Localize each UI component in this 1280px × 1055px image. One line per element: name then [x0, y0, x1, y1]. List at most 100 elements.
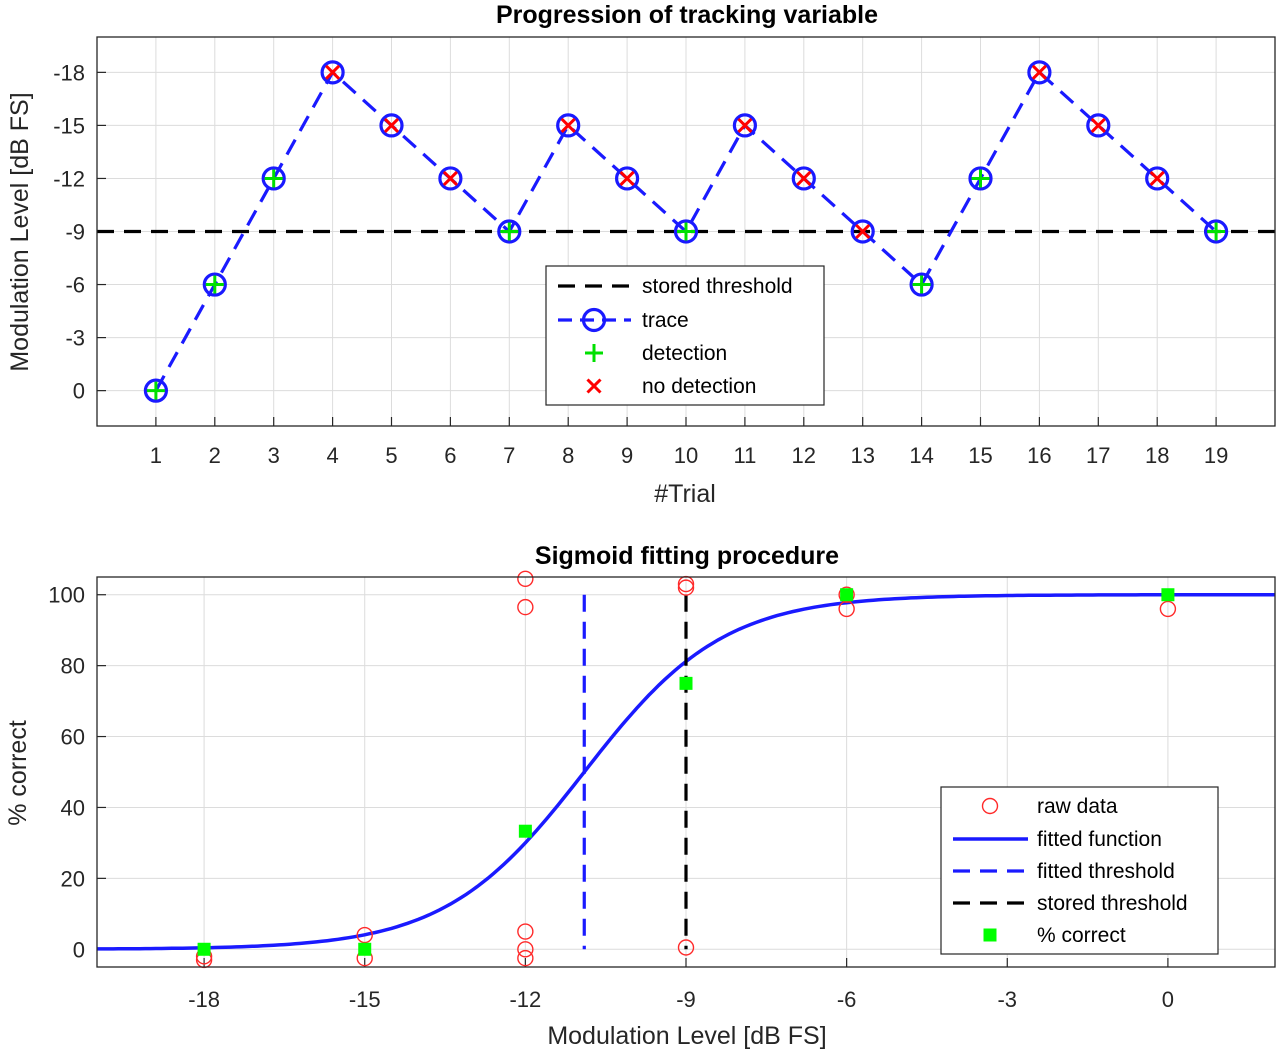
x-tick-label: 6	[444, 443, 456, 468]
trace-marker	[1145, 166, 1170, 191]
trace-marker	[909, 272, 934, 297]
y-tick-label: -9	[65, 220, 85, 245]
y-tick-label: -15	[53, 113, 85, 138]
trace-marker	[791, 166, 816, 191]
no-detection-marker	[383, 117, 400, 133]
x-tick-label: -15	[349, 987, 381, 1012]
sigmoid-plot-area	[97, 570, 1275, 969]
tracking-plot-area	[97, 60, 1275, 403]
y-tick-label: -18	[53, 60, 85, 85]
trace-marker	[143, 378, 168, 403]
raw-data-point	[517, 570, 534, 587]
trace-marker	[968, 166, 993, 191]
trace-marker	[320, 60, 345, 85]
no-detection-marker	[1149, 170, 1165, 187]
legend-raw-data-swatch	[981, 797, 999, 815]
tracking-axes-box	[96, 36, 1276, 427]
x-tick-label: 11	[733, 443, 756, 468]
no-detection-marker	[737, 117, 753, 133]
x-tick-label: 1	[150, 443, 162, 468]
tracking-y-axis-label: Modulation Level [dB FS]	[6, 92, 34, 371]
x-tick-label: 5	[385, 443, 397, 468]
no-detection-marker	[619, 170, 635, 187]
no-detection-marker	[325, 64, 341, 80]
no-detection-marker	[560, 117, 576, 133]
percent-correct-point	[197, 942, 211, 956]
legend-label: raw data	[1037, 795, 1118, 818]
trace-marker	[850, 219, 875, 244]
x-tick-label: 0	[1162, 987, 1174, 1012]
no-detection-marker	[855, 223, 871, 240]
detection-marker	[146, 381, 165, 400]
trace-marker	[614, 166, 640, 191]
trace-marker	[1027, 60, 1052, 85]
sigmoid-chart: Sigmoid fitting procedure Modulation Lev…	[4, 542, 1276, 1050]
no-detection-marker	[1031, 64, 1047, 80]
x-tick-label: 15	[968, 443, 992, 468]
sigmoid-y-axis-label: % correct	[4, 720, 32, 826]
detection-marker	[205, 275, 224, 294]
y-tick-label: 60	[61, 725, 85, 750]
tracking-legend: stored threshold trace detection no detecti…	[545, 265, 825, 406]
x-tick-label: 17	[1086, 443, 1110, 468]
trace-marker	[1203, 219, 1229, 244]
y-tick-label: 100	[48, 583, 85, 608]
raw-data-point	[838, 600, 855, 618]
trace-marker	[261, 166, 286, 191]
y-tick-label: 0	[73, 937, 85, 962]
y-tick-label: -3	[65, 326, 85, 351]
raw-data-point	[677, 939, 695, 956]
percent-correct-point	[1161, 588, 1175, 602]
percent-correct-point	[518, 824, 532, 838]
detection-marker	[1207, 222, 1226, 241]
percent-correct-point	[679, 676, 693, 690]
trace-marker	[202, 272, 227, 297]
legend-trace-marker	[581, 307, 607, 333]
no-detection-marker	[796, 170, 812, 187]
legend-percent-correct-swatch	[983, 928, 997, 942]
raw-data-point	[517, 949, 534, 967]
x-tick-label: 10	[674, 443, 698, 468]
x-tick-label: 18	[1145, 443, 1169, 468]
trace-marker	[379, 113, 404, 138]
x-tick-label: -12	[509, 987, 541, 1012]
x-tick-label: 7	[503, 443, 515, 468]
legend-label: % correct	[1037, 924, 1126, 947]
raw-data-point	[356, 926, 373, 944]
no-detection-marker	[1090, 117, 1106, 133]
sigmoid-x-axis-label: Modulation Level [dB FS]	[547, 1022, 826, 1050]
tracking-x-axis-label: #Trial	[654, 480, 716, 508]
legend-label: trace	[642, 309, 689, 332]
trace-marker	[1086, 113, 1111, 138]
x-tick-label: 8	[562, 443, 574, 468]
legend-label: stored threshold	[1037, 892, 1188, 915]
y-tick-label: 80	[61, 654, 85, 679]
raw-data-point	[677, 579, 695, 596]
sigmoid-tick-labels: -18 -15 -12 -9 -6 -3 0 0 20 40 60 80 100	[48, 583, 1174, 1012]
tracking-chart-title: Progression of tracking variable	[496, 1, 878, 29]
x-tick-label: 3	[268, 443, 280, 468]
legend-no-detection-swatch	[586, 378, 602, 394]
legend-label: detection	[642, 342, 727, 365]
sigmoid-axes-box	[96, 576, 1276, 968]
legend-label: fitted function	[1037, 828, 1162, 851]
trace-marker	[556, 113, 581, 138]
x-tick-label: 16	[1027, 443, 1051, 468]
x-tick-label: 14	[909, 443, 933, 468]
x-tick-label: -6	[837, 987, 857, 1012]
y-tick-label: -12	[53, 166, 85, 191]
no-detection-marker	[442, 170, 458, 187]
x-tick-label: 2	[209, 443, 221, 468]
trace-marker	[497, 219, 522, 244]
legend-detection-swatch	[585, 344, 603, 362]
legend-box	[545, 265, 825, 406]
trace-marker	[438, 166, 463, 191]
x-tick-label: 13	[850, 443, 874, 468]
detection-marker	[912, 275, 931, 294]
detection-marker	[264, 169, 283, 188]
detection-marker	[500, 222, 519, 241]
x-tick-label: -3	[997, 987, 1017, 1012]
percent-correct-point	[358, 942, 372, 956]
x-tick-label: 9	[621, 443, 633, 468]
